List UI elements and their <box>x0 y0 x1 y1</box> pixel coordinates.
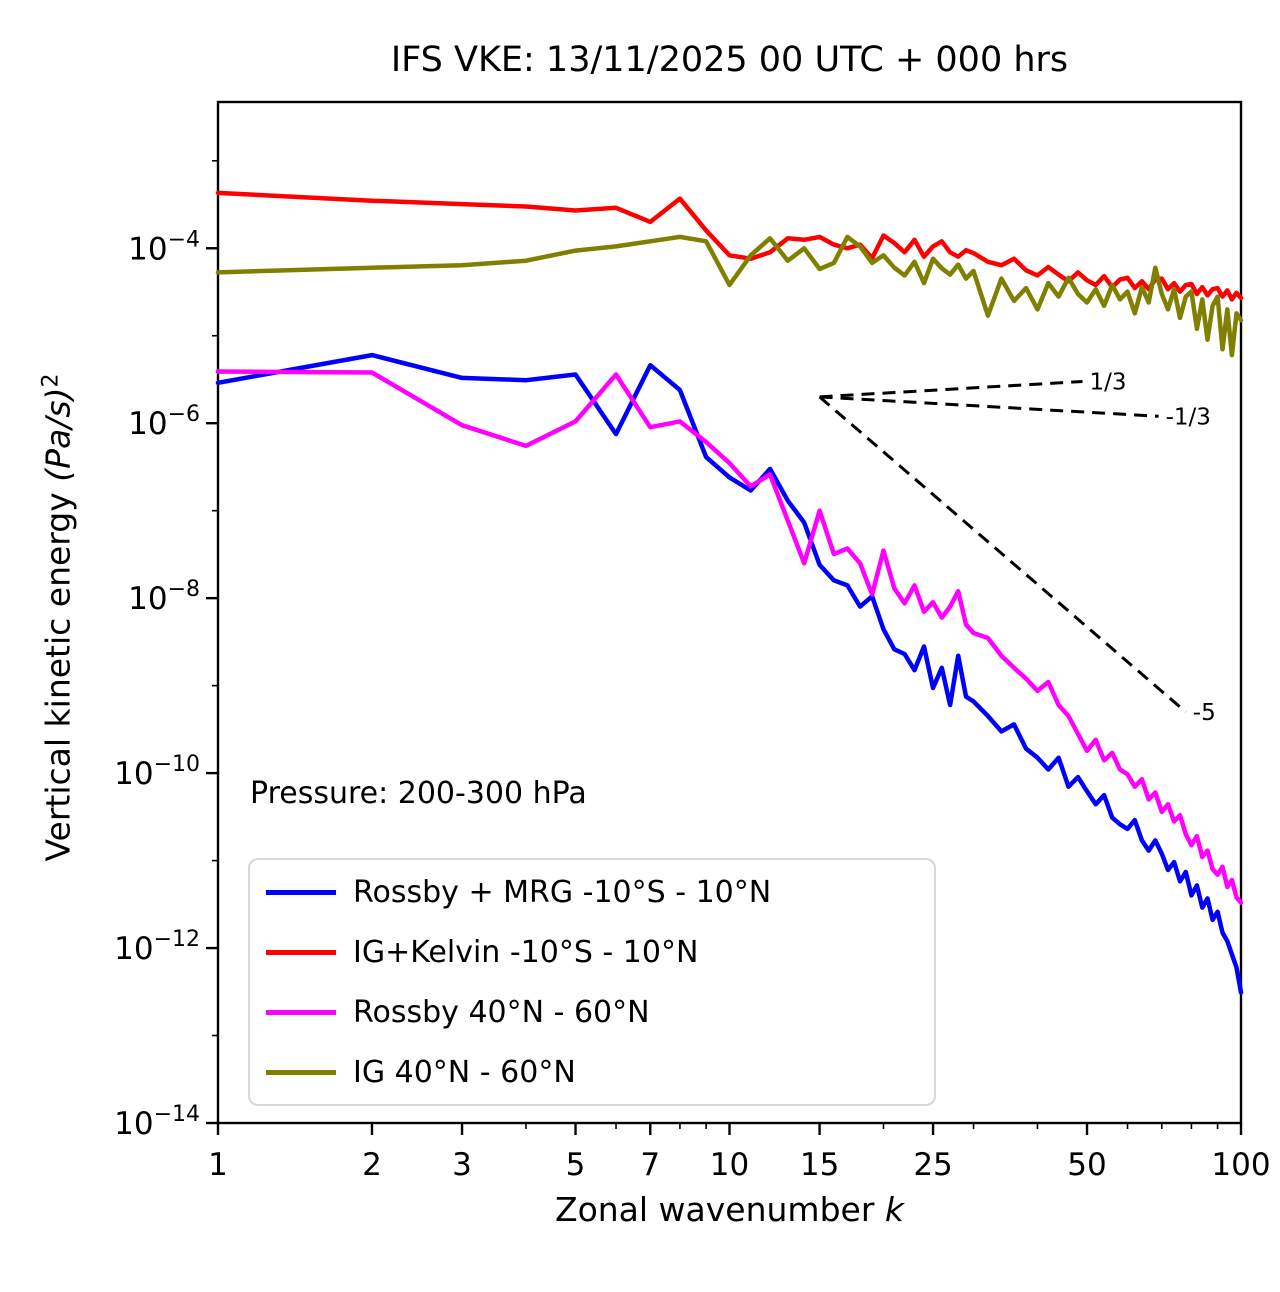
x-axis-label-symbol: k <box>884 1190 905 1229</box>
x-axis-label: Zonal wavenumber k <box>218 1190 1241 1229</box>
slope-label--5: -5 <box>1193 700 1216 726</box>
slope-line-1/3 <box>819 379 1083 399</box>
y-axis-label-exponent: 2 <box>38 373 64 388</box>
x-tick-label: 15 <box>800 1147 839 1183</box>
y-tick-label: 10−14 <box>114 1102 200 1142</box>
legend-swatch-rossby-midlat <box>266 1009 336 1015</box>
x-tick-label: 3 <box>452 1147 472 1183</box>
legend-box: Rossby + MRG -10°S - 10°N IG+Kelvin -10°S… <box>248 858 936 1106</box>
x-tick-label: 100 <box>1211 1147 1270 1183</box>
series-line-rossby-midlat <box>215 369 1244 905</box>
series-line-ig-midlat <box>215 234 1244 358</box>
y-tick-label: 10−6 <box>128 402 200 442</box>
legend-swatch-ig-midlat <box>266 1069 336 1075</box>
legend-swatch-ig-kelvin-tropics <box>266 949 336 955</box>
slope-label-1/3: 1/3 <box>1090 369 1127 395</box>
chart-title: IFS VKE: 13/11/2025 00 UTC + 000 hrs <box>390 40 1069 80</box>
legend-swatch-rossby-mrg-tropics <box>266 889 336 895</box>
y-axis-label-text: Vertical kinetic energy <box>38 481 78 862</box>
x-tick-label: 1 <box>208 1147 228 1183</box>
legend-item-ig-kelvin-tropics: IG+Kelvin -10°S - 10°N <box>250 924 934 980</box>
x-tick-label: 10 <box>710 1147 749 1183</box>
legend-item-rossby-mrg-tropics: Rossby + MRG -10°S - 10°N <box>250 864 934 920</box>
legend-item-ig-midlat: IG 40°N - 60°N <box>250 1044 934 1100</box>
x-tick-label: 50 <box>1067 1147 1106 1183</box>
legend-label-rossby-midlat: Rossby 40°N - 60°N <box>353 994 650 1030</box>
legend-label-ig-midlat: IG 40°N - 60°N <box>353 1054 576 1090</box>
y-tick-label: 10−4 <box>128 227 200 267</box>
slope-line--5 <box>818 395 1187 714</box>
legend-label-ig-kelvin-tropics: IG+Kelvin -10°S - 10°N <box>353 934 699 970</box>
y-tick-label: 10−10 <box>114 752 200 792</box>
x-axis-label-text: Zonal wavenumber <box>554 1190 885 1229</box>
y-tick-label: 10−12 <box>114 927 200 967</box>
legend-item-rossby-midlat: Rossby 40°N - 60°N <box>250 984 934 1040</box>
x-tick-label: 25 <box>913 1147 952 1183</box>
y-axis-label: Vertical kinetic energy (Pa/s)2 <box>39 308 78 928</box>
slope-line--1/3 <box>819 395 1159 418</box>
series-line-ig-kelvin-tropics <box>215 190 1244 302</box>
slope-label--1/3: -1/3 <box>1166 404 1211 430</box>
x-tick-label: 7 <box>640 1147 660 1183</box>
y-tick-label: 10−8 <box>128 577 200 617</box>
y-axis-label-units: (Pa/s) <box>38 387 78 482</box>
legend-label-rossby-mrg-tropics: Rossby + MRG -10°S - 10°N <box>353 874 772 910</box>
x-tick-label: 2 <box>362 1147 382 1183</box>
pressure-annotation: Pressure: 200-300 hPa <box>250 776 587 811</box>
x-tick-label: 5 <box>566 1147 586 1183</box>
